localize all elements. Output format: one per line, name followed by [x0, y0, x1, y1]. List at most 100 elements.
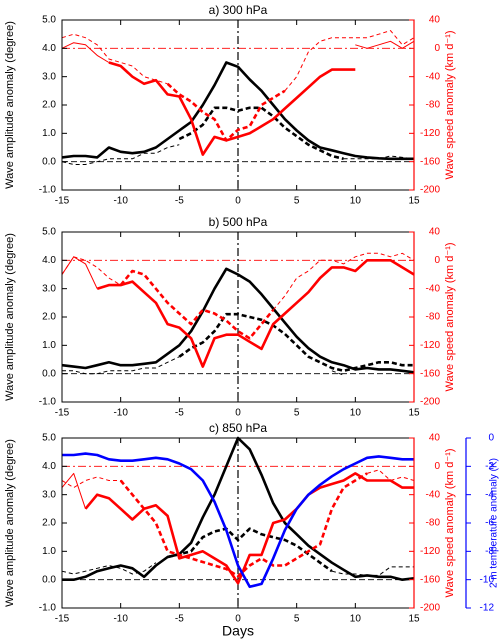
y3-tick-label: -2	[485, 461, 494, 472]
x-tick-label: -15	[55, 196, 70, 207]
y-tick-label: 0.0	[42, 368, 56, 379]
y-tick-label: 1.0	[42, 546, 56, 557]
y2-axis-label: Wave speed anomaly (km d⁻¹)	[444, 242, 456, 391]
x-tick-label: -10	[113, 614, 128, 625]
y2-tick-label: -200	[420, 185, 440, 196]
y2-tick-label: -160	[420, 574, 440, 585]
data-line	[61, 61, 414, 161]
x-tick-label: 15	[408, 408, 420, 419]
y-tick-label: 1.0	[42, 128, 56, 139]
data-line	[119, 269, 275, 340]
y-axis-label: Wave amplitude anomaly (degree)	[4, 439, 16, 607]
data-line	[61, 144, 415, 165]
data-line	[61, 40, 415, 63]
panel-title: c) 850 hPa	[209, 421, 267, 435]
y2-tick-label: 40	[429, 227, 441, 238]
y2-tick-label: -160	[420, 156, 440, 167]
y-tick-label: 3.0	[42, 71, 56, 82]
x-tick-label: 0	[235, 408, 241, 419]
x-tick-label: 5	[294, 408, 300, 419]
y-tick-label: 2.0	[42, 312, 56, 323]
x-tick-label: -10	[113, 196, 128, 207]
y-tick-label: 4.0	[42, 43, 56, 54]
y2-tick-label: 0	[434, 43, 440, 54]
y2-tick-label: -80	[426, 100, 441, 111]
data-line	[61, 267, 415, 374]
x-tick-label: -5	[175, 196, 184, 207]
y-tick-label: 4.0	[42, 255, 56, 266]
y-tick-label: 2.0	[42, 100, 56, 111]
panel-title: b) 500 hPa	[209, 215, 268, 229]
x-tick-label: -5	[175, 408, 184, 419]
y2-tick-label: -80	[426, 518, 441, 529]
y-axis-label: Wave amplitude anomaly (degree)	[4, 21, 16, 189]
panel-title: a) 300 hPa	[209, 3, 268, 17]
y-tick-label: 5.0	[42, 227, 56, 238]
y2-tick-label: -80	[426, 312, 441, 323]
y2-tick-label: 0	[434, 461, 440, 472]
y-tick-label: 4.0	[42, 461, 56, 472]
x-tick-label: 0	[235, 196, 241, 207]
y2-tick-label: -160	[420, 368, 440, 379]
data-line	[61, 562, 414, 576]
data-line	[119, 472, 368, 578]
x-tick-label: 15	[408, 614, 420, 625]
x-tick-label: 10	[350, 196, 362, 207]
x-tick-label: 10	[350, 408, 362, 419]
x-tick-label: 0	[235, 614, 241, 625]
y2-tick-label: -120	[420, 128, 440, 139]
y2-tick-label: -40	[426, 489, 441, 500]
data-line	[61, 472, 86, 509]
y-tick-label: -1.0	[39, 185, 57, 196]
data-line	[108, 61, 356, 156]
y2-tick-label: -120	[420, 340, 440, 351]
y-tick-label: -1.0	[39, 397, 57, 408]
y2-tick-label: -120	[420, 546, 440, 557]
data-line	[62, 356, 344, 376]
y3-axis-label: 2 m temperature anomaly (K)	[489, 458, 500, 588]
y3-tick-label: -4	[485, 489, 494, 500]
y3-tick-label: -12	[480, 603, 495, 614]
data-line	[167, 527, 333, 573]
y-tick-label: 3.0	[42, 489, 56, 500]
y-tick-label: 5.0	[42, 433, 56, 444]
y2-axis-label: Wave speed anomaly (km d⁻¹)	[444, 448, 456, 597]
y-tick-label: 5.0	[42, 15, 56, 26]
data-line	[61, 469, 415, 489]
y3-tick-label: -8	[485, 546, 494, 557]
y3-tick-label: -6	[485, 518, 494, 529]
y2-tick-label: 0	[434, 255, 440, 266]
x-tick-label: -15	[55, 614, 70, 625]
data-line	[178, 312, 414, 373]
y-tick-label: 3.0	[42, 283, 56, 294]
data-line	[166, 82, 286, 142]
y2-tick-label: -200	[420, 397, 440, 408]
x-tick-label: 15	[408, 196, 420, 207]
data-line	[178, 106, 344, 161]
x-tick-label: 5	[294, 196, 300, 207]
data-line	[62, 452, 414, 589]
y-tick-label: -1.0	[39, 603, 57, 614]
y2-tick-label: -40	[426, 283, 441, 294]
y3-tick-label: 0	[488, 433, 494, 444]
y-tick-label: 2.0	[42, 518, 56, 529]
data-line	[96, 259, 415, 368]
x-tick-label: -10	[113, 408, 128, 419]
y2-axis-label: Wave speed anomaly (km d⁻¹)	[444, 30, 456, 179]
y-tick-label: 1.0	[42, 340, 56, 351]
y2-tick-label: -40	[426, 71, 441, 82]
data-line	[61, 30, 415, 92]
data-line	[84, 472, 414, 585]
data-line	[61, 256, 98, 289]
x-tick-label: -5	[175, 614, 184, 625]
y2-tick-label: -200	[420, 603, 440, 614]
x-tick-label: 10	[350, 614, 362, 625]
y2-tick-label: 40	[429, 433, 441, 444]
y2-tick-label: 40	[429, 15, 441, 26]
y-tick-label: 0.0	[42, 156, 56, 167]
y-tick-label: 0.0	[42, 574, 56, 585]
y-axis-label: Wave amplitude anomaly (degree)	[4, 233, 16, 401]
data-line	[61, 252, 415, 311]
x-axis-label: Days	[222, 623, 254, 639]
